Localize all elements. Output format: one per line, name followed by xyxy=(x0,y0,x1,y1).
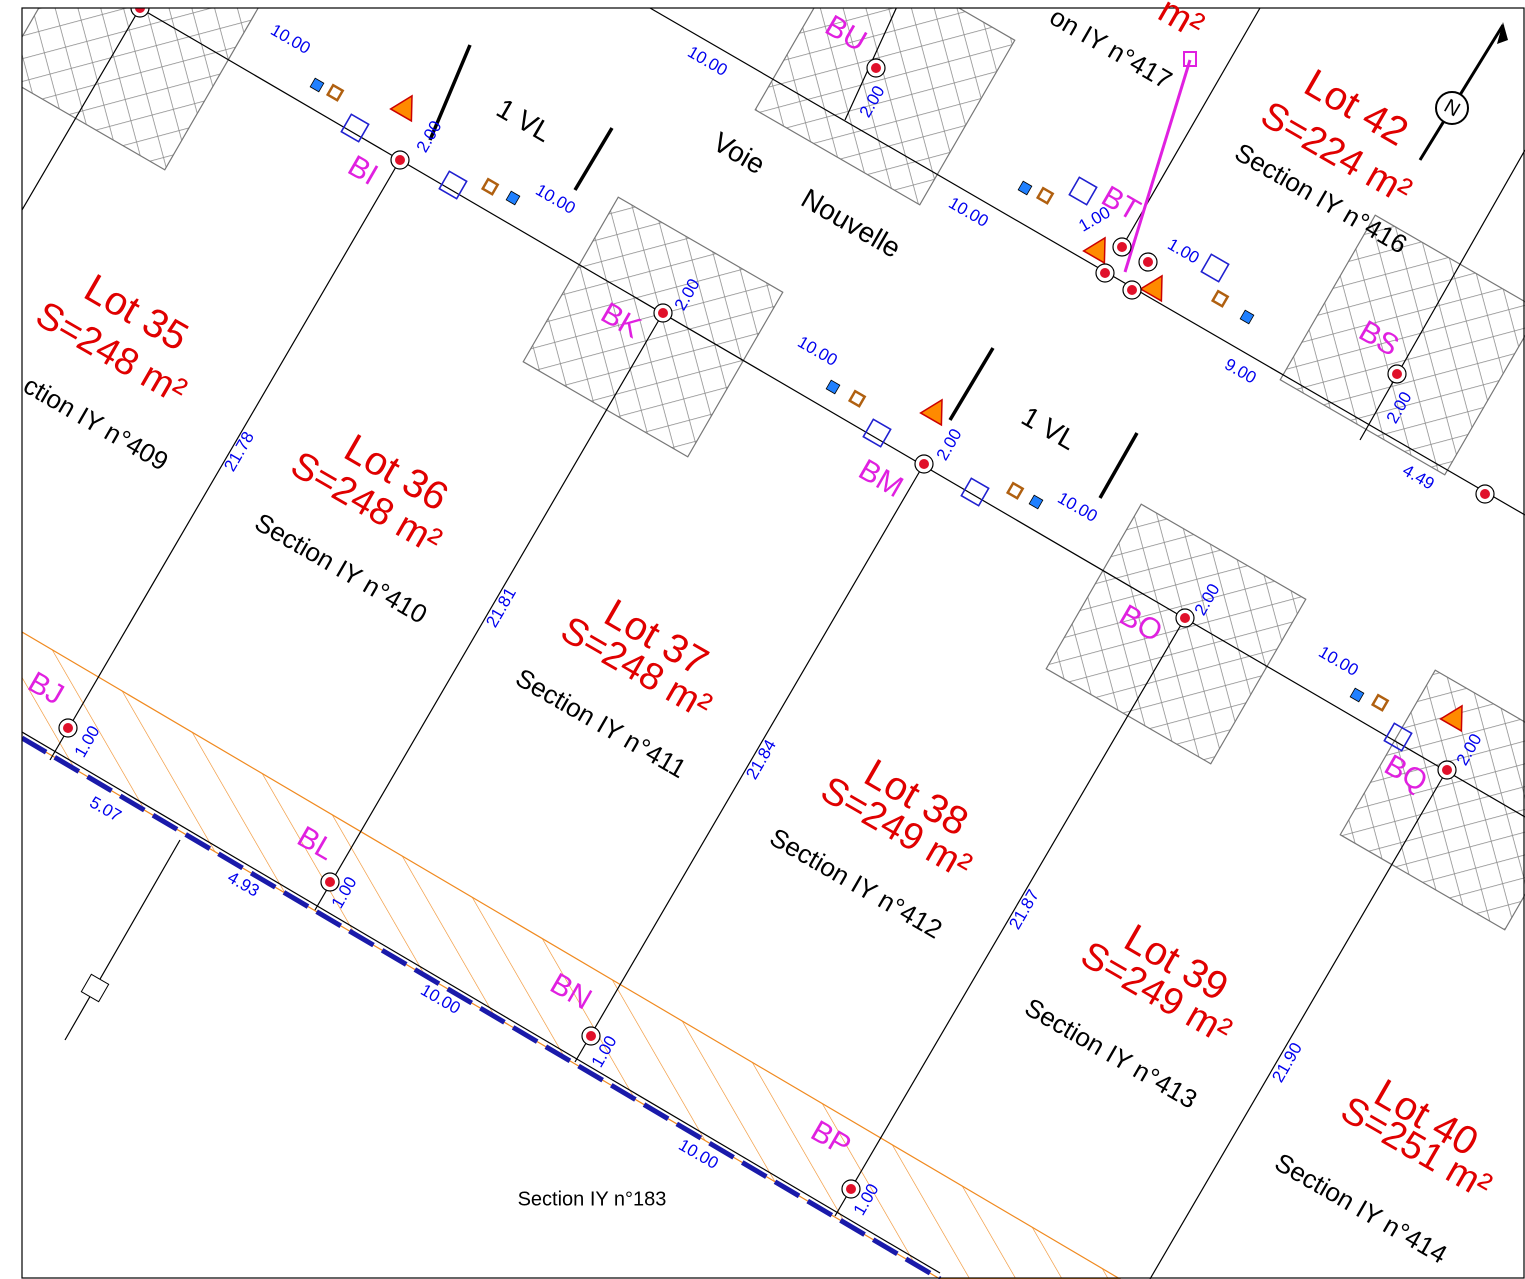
survey-point xyxy=(325,877,335,887)
dimension: 5.07 xyxy=(86,793,124,826)
building-zone xyxy=(22,8,261,171)
survey-point xyxy=(1480,489,1490,499)
box-icon xyxy=(1383,722,1413,752)
dimension: 10.00 xyxy=(1315,642,1361,680)
dimension: 2.00 xyxy=(413,117,446,155)
meter-icon xyxy=(505,190,521,206)
dimension: 10.00 xyxy=(267,20,313,58)
lot-line xyxy=(64,839,181,1041)
marker-box xyxy=(80,973,110,1003)
lot-line xyxy=(1359,149,1525,441)
point-name: BI xyxy=(342,149,383,192)
dimension: 10.00 xyxy=(1054,488,1100,526)
valve-icon xyxy=(847,389,867,408)
survey-point xyxy=(1143,257,1153,267)
survey-point xyxy=(1180,613,1190,623)
road-edge xyxy=(649,8,1525,516)
dimension: 10.00 xyxy=(794,332,840,370)
dimension: 2.00 xyxy=(933,425,966,463)
north-head xyxy=(1497,22,1508,44)
box-icon xyxy=(438,170,468,200)
dimension: 21.78 xyxy=(220,428,258,474)
cone-icon xyxy=(919,398,943,427)
dimension: 10.00 xyxy=(684,42,730,80)
meter-icon xyxy=(1349,687,1365,703)
valve-icon xyxy=(480,177,500,196)
parcel-label: Section IY n°183 xyxy=(518,1188,667,1210)
survey-point xyxy=(63,723,73,733)
dimension: 9.00 xyxy=(1221,355,1259,388)
cone-icon xyxy=(389,94,413,123)
survey-point xyxy=(395,155,405,165)
meter-icon xyxy=(1028,494,1044,510)
box-icon xyxy=(862,418,892,448)
cone-icon xyxy=(1139,274,1163,303)
building-zone xyxy=(522,196,784,458)
survey-point xyxy=(1117,242,1127,252)
boundary xyxy=(22,735,942,1279)
survey-point xyxy=(846,1184,856,1194)
pipe-cap xyxy=(1183,51,1197,67)
survey-point xyxy=(1127,285,1137,295)
road-edge xyxy=(138,8,1525,818)
road-name: Nouvelle xyxy=(796,183,906,264)
dimension: 21.90 xyxy=(1268,1039,1306,1085)
box-icon xyxy=(960,477,990,507)
dimension: 21.84 xyxy=(742,736,780,782)
valve-icon xyxy=(1210,289,1230,308)
valve-icon xyxy=(1370,693,1390,712)
lot-line xyxy=(834,617,1186,1217)
lot-line xyxy=(49,159,401,761)
survey-point xyxy=(658,308,668,318)
hatched-strip xyxy=(22,631,1122,1279)
fragment: m² xyxy=(1151,0,1210,48)
survey-point xyxy=(1442,765,1452,775)
road-bar xyxy=(1098,432,1139,499)
road-width: 1 VL xyxy=(491,92,556,148)
survey-point xyxy=(919,459,929,469)
dimension: 1.00 xyxy=(1164,235,1202,268)
survey-point xyxy=(1100,268,1110,278)
box-icon xyxy=(340,113,370,143)
lot-line xyxy=(1149,769,1448,1279)
pipe xyxy=(1123,59,1192,273)
valve-icon xyxy=(1005,481,1025,500)
meter-icon xyxy=(309,77,325,93)
building-zone xyxy=(1339,669,1525,931)
lot-line xyxy=(574,463,925,1063)
road-name: Voie xyxy=(708,126,771,180)
point-name: BM xyxy=(853,453,908,504)
building-zone xyxy=(1279,214,1525,476)
valve-icon xyxy=(325,83,345,102)
dimension: 10.00 xyxy=(532,180,578,218)
dimension: 21.87 xyxy=(1005,886,1043,932)
cone-icon xyxy=(1082,236,1106,265)
survey-point xyxy=(586,1031,596,1041)
meter-icon xyxy=(1239,309,1255,325)
box-icon xyxy=(1068,176,1098,206)
north-circle xyxy=(1435,91,1469,125)
road-bar xyxy=(428,44,472,141)
cone-icon xyxy=(1439,704,1463,733)
survey-point xyxy=(871,63,881,73)
building-zone xyxy=(754,8,1016,206)
road-width: 1 VL xyxy=(1016,400,1081,456)
road-bar xyxy=(948,347,995,421)
meter-icon xyxy=(1017,180,1033,196)
survey-point xyxy=(135,8,145,13)
dimension: 10.00 xyxy=(945,193,991,231)
lot-line xyxy=(22,8,141,211)
dimension: 21.81 xyxy=(482,584,520,630)
box-icon xyxy=(1200,253,1230,283)
survey-point xyxy=(1392,369,1402,379)
road-bar xyxy=(573,127,614,191)
lot-line xyxy=(314,312,664,911)
meter-icon xyxy=(825,379,841,395)
north-arrow xyxy=(1418,24,1505,161)
valve-icon xyxy=(1035,186,1055,205)
frame xyxy=(21,7,1525,1279)
boundary-line xyxy=(22,731,941,1274)
